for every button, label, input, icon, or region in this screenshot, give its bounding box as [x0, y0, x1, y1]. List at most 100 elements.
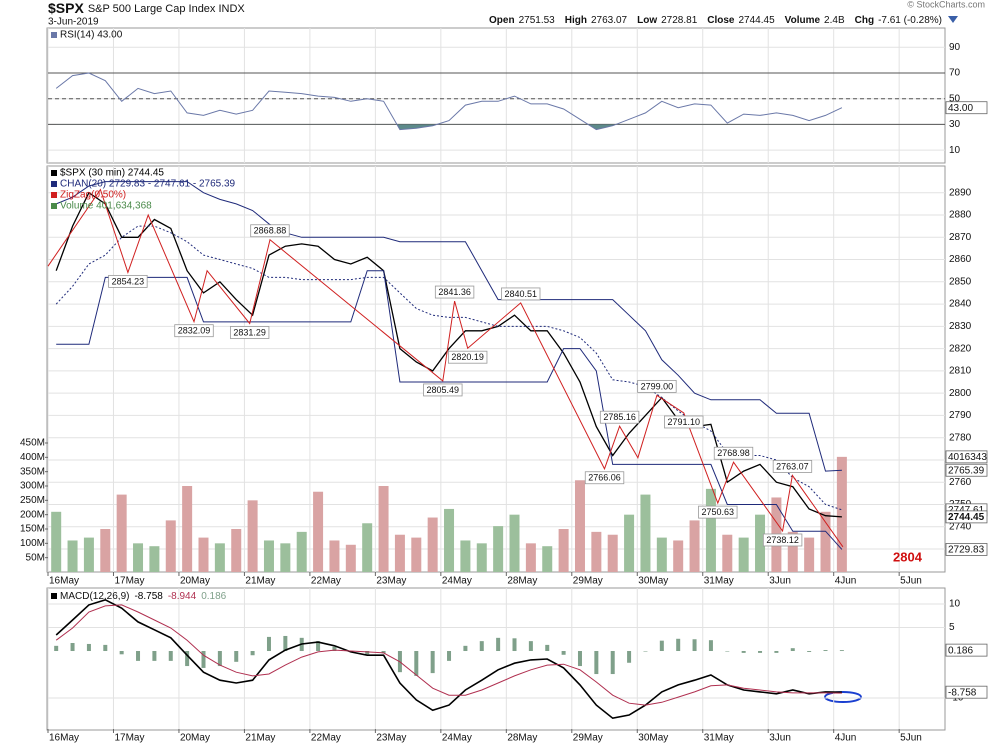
volume-last-value-box	[945, 450, 988, 464]
volume-bar	[411, 537, 422, 572]
histogram-bar	[283, 635, 288, 652]
legend-swatch	[51, 192, 57, 198]
rsi-line	[55, 72, 843, 131]
volume-bar	[558, 529, 569, 572]
volume-bar	[296, 531, 307, 572]
header-title: $SPX S&P 500 Large Cap Index INDX	[48, 0, 245, 16]
highlight-ellipse	[824, 691, 862, 703]
header-stats: Open 2751.53 High 2763.07 Low 2728.81 Close 274…	[489, 15, 942, 26]
x-tick-label: 5Jun	[900, 733, 922, 744]
volume-bar	[689, 520, 700, 572]
x-tick-label: 24May	[442, 733, 472, 744]
zigzag-label: 2763.07	[772, 460, 813, 473]
y-tick-label: 2850	[949, 276, 972, 287]
volume-bar	[133, 543, 144, 572]
histogram-bar	[594, 651, 599, 675]
x-tick-label: 31May	[704, 576, 734, 587]
volume-bar	[820, 511, 831, 572]
rsi-last-value-text: 43.00	[948, 103, 973, 114]
stat-label: Low	[637, 15, 657, 26]
y2-tick-label: 450M	[20, 438, 45, 449]
zigzag-label: 2785.16	[599, 410, 640, 424]
macd-last-value: -8.758	[945, 685, 988, 699]
y2-tick-label: 250M	[20, 495, 45, 506]
legend-swatch	[51, 593, 57, 599]
symbol: $SPX	[48, 0, 84, 16]
volume-bar	[624, 514, 635, 572]
zigzag-label-box	[762, 533, 803, 547]
x-tick-label: 5Jun	[900, 576, 922, 587]
histogram-bar	[70, 643, 75, 652]
zigzag-label-box	[772, 460, 813, 473]
volume-bar	[329, 540, 340, 572]
histogram-bar	[774, 651, 779, 653]
macd-last-value: 0.186	[945, 643, 988, 657]
volume-bar	[231, 529, 242, 572]
macd-last-value-box	[945, 685, 988, 699]
zigzag-label-text: 2750.63	[702, 507, 735, 517]
x-tick-label: 24May	[442, 576, 472, 587]
histogram-bar	[512, 638, 517, 652]
zigzag-label-box	[698, 505, 738, 519]
stat-label: Open	[489, 15, 515, 26]
histogram-bar	[266, 636, 271, 652]
stat-value: -7.61 (-0.28%)	[878, 15, 942, 26]
x-tick-label: 16May	[49, 576, 79, 587]
zigzag-label: 2766.06	[584, 471, 625, 485]
x-tick-label: 16May	[49, 733, 79, 744]
zigzag-label-box	[250, 224, 290, 238]
histogram-bar	[447, 651, 452, 661]
volume-bar	[100, 529, 111, 572]
volume-bar	[607, 534, 618, 572]
volume-last-value: 4016343	[945, 450, 988, 464]
y2-tick-label: 300M	[20, 481, 45, 492]
volume-bar	[149, 546, 160, 572]
histogram-bar	[152, 651, 157, 661]
zigzag-label: 2738.12	[762, 533, 803, 547]
volume-bar	[476, 543, 487, 572]
x-tick-label: 22May	[311, 733, 341, 744]
zigzag-label-box	[713, 446, 754, 460]
histogram-bar	[839, 650, 844, 652]
legend-swatch	[51, 203, 57, 209]
last-value: 2744.45	[945, 510, 988, 524]
legend-value: -8.944	[168, 591, 197, 602]
histogram-bar	[103, 644, 108, 652]
volume-bar	[656, 537, 667, 572]
zigzag-label-text: 2820.19	[451, 352, 484, 362]
histogram-bar	[316, 641, 321, 652]
histogram-bar	[676, 638, 681, 652]
zigzag-label-text: 2785.16	[603, 412, 636, 422]
histogram-bar	[790, 648, 795, 652]
x-tick-label: 21May	[245, 576, 275, 587]
zigzag-label-box	[599, 410, 640, 424]
x-tick-label: 23May	[376, 733, 406, 744]
stat-label: High	[565, 15, 587, 26]
y2-tick-label: 200M	[20, 509, 45, 520]
volume-bar	[182, 486, 193, 572]
x-tick-label: 29May	[573, 576, 603, 587]
histogram-bar	[627, 651, 632, 663]
histogram-bar	[823, 650, 828, 652]
x-tick-label: 21May	[245, 733, 275, 744]
legend-title: MACD(12,26,9)	[60, 591, 129, 602]
zigzag-label-text: 2805.49	[427, 385, 460, 395]
volume-bar	[836, 456, 847, 572]
x-tick-label: 17May	[114, 576, 144, 587]
histogram-bar	[659, 640, 664, 652]
zigzag-label-text: 2832.09	[178, 326, 211, 336]
volume-bar	[444, 508, 455, 572]
volume-bar	[509, 514, 520, 572]
x-tick-label: 4Jun	[835, 576, 857, 587]
channel-line	[55, 225, 843, 511]
volume-bar	[460, 540, 471, 572]
price-line	[55, 191, 842, 518]
volume-bar	[640, 494, 651, 572]
x-tick-label: 17May	[114, 733, 144, 744]
rsi-last-value-box	[945, 101, 988, 115]
y-tick-label: 2880	[949, 210, 972, 221]
y-tick-label: 2810	[949, 366, 972, 377]
dropdown-icon[interactable]	[948, 16, 958, 23]
